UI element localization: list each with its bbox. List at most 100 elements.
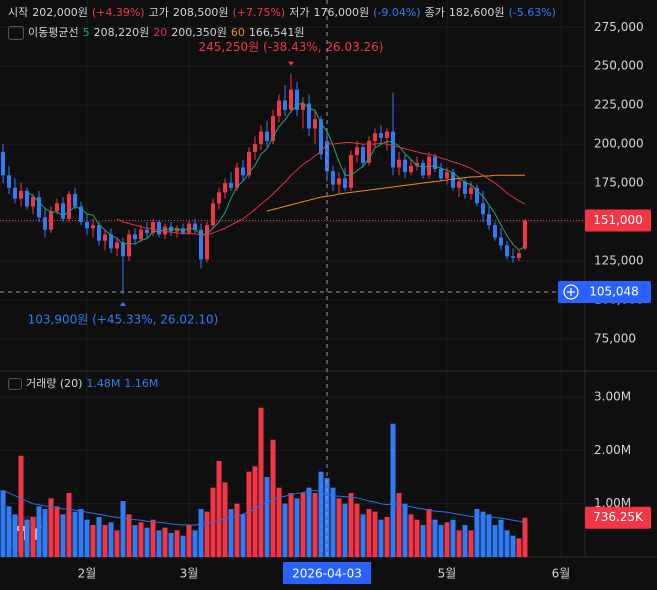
volume-bar — [474, 509, 480, 557]
candle-body — [13, 187, 17, 199]
x-tick-label: 2월 — [78, 567, 97, 581]
ma-line — [266, 174, 525, 212]
ohlc-value: 208,500원 — [172, 6, 229, 19]
volume-bar — [186, 525, 192, 557]
volume-bar — [522, 517, 528, 557]
candle-body — [211, 203, 215, 226]
candle-body — [1, 151, 5, 176]
y-tick-label: 275,000 — [594, 20, 644, 34]
volume-bar — [516, 538, 522, 557]
volume-bar — [402, 503, 408, 557]
candle-body — [463, 181, 467, 194]
ohlc-change: (-5.63%) — [508, 6, 556, 19]
candle-body — [319, 119, 323, 155]
candle-body — [43, 217, 47, 230]
volume-bar — [456, 530, 462, 557]
last-price-box — [585, 209, 651, 232]
y-tick-label: 225,000 — [594, 98, 644, 112]
candle-body — [115, 242, 119, 249]
volume-bar — [330, 487, 336, 557]
y-tick-label: 1.00M — [594, 496, 631, 510]
ma-line — [26, 102, 526, 251]
ohlc-change: (-9.04%) — [373, 6, 421, 19]
volume-bar — [372, 511, 378, 557]
volume-bar — [132, 525, 138, 557]
x-tick-label: 3월 — [180, 567, 199, 581]
y-tick-label: 75,000 — [594, 331, 636, 345]
y-tick-label: 2.00M — [594, 443, 631, 457]
volume-bar — [348, 493, 354, 557]
candle-body — [259, 131, 263, 145]
candle-body — [379, 133, 383, 138]
candle-body — [397, 159, 401, 168]
y-tick-label: 125,000 — [594, 253, 644, 267]
volume-bar — [366, 509, 372, 557]
candle-body — [355, 147, 359, 156]
candle-body — [127, 234, 131, 257]
ma-value: 166,541원 — [248, 26, 305, 39]
annotation: 103,900원 (+45.33%, 26.02.10) — [28, 312, 219, 326]
volume-bar — [72, 511, 78, 557]
y-tick-label: 250,000 — [594, 59, 644, 73]
volume-bar — [102, 525, 108, 557]
volume-bar — [504, 530, 510, 557]
volume-bar — [438, 525, 444, 557]
ohlc-change: (+7.75%) — [232, 6, 286, 19]
candle-body — [523, 220, 527, 249]
candle-body — [199, 229, 203, 260]
volume-bar — [84, 519, 90, 557]
ma-period: 60 — [230, 26, 245, 39]
candle-body — [55, 203, 59, 212]
add-alert-plus — [567, 288, 575, 297]
volume-bar — [234, 503, 240, 557]
ma-period: 5 — [82, 26, 90, 39]
last-volume-label: 736.25K — [593, 510, 644, 524]
candle-body — [217, 192, 221, 204]
candle-body — [493, 225, 497, 238]
volume-bar — [12, 514, 18, 557]
volume-bar — [240, 514, 246, 557]
candle-body — [61, 203, 65, 219]
volume-bar — [384, 517, 390, 557]
candle-body — [73, 193, 77, 207]
annotation-marker — [288, 61, 294, 66]
volume-bar — [294, 498, 300, 557]
volume-bar — [54, 506, 60, 557]
volume-bar — [228, 509, 234, 557]
candle-body — [415, 162, 419, 166]
candle-body — [283, 100, 287, 110]
visibility-icon[interactable] — [8, 26, 24, 40]
volume-bar — [420, 525, 426, 557]
candle-body — [7, 175, 11, 188]
candle-body — [163, 226, 167, 235]
crosshair-price-label: 105,048 — [589, 285, 639, 299]
volume-bar — [126, 514, 132, 557]
volume-bar — [42, 509, 48, 557]
candle-body — [427, 156, 431, 176]
annotation-marker — [120, 301, 126, 306]
crosshair-date-box — [283, 562, 371, 584]
volume-bar — [120, 501, 126, 557]
volume-bar — [450, 519, 456, 557]
candle-body — [235, 167, 239, 188]
volume-bar — [174, 530, 180, 557]
volume-bar — [312, 493, 318, 557]
volume-bar — [78, 509, 84, 557]
volume-bar — [192, 530, 198, 557]
ohlc-label: 종가 — [424, 6, 445, 19]
candle-body — [151, 222, 155, 233]
candle-body — [133, 234, 137, 240]
candle-body — [265, 131, 269, 141]
x-tick-label: 5월 — [438, 567, 457, 581]
volume-bar — [258, 407, 264, 557]
last-price-label: 151,000 — [593, 213, 643, 227]
candle-body — [421, 162, 425, 176]
volume-bar — [264, 477, 270, 557]
volume-bar — [306, 487, 312, 557]
crosshair-price-box — [558, 281, 651, 304]
visibility-icon[interactable] — [8, 378, 22, 390]
candle-body — [25, 190, 29, 207]
ma-value: 208,220원 — [93, 26, 150, 39]
candle-body — [511, 256, 515, 258]
